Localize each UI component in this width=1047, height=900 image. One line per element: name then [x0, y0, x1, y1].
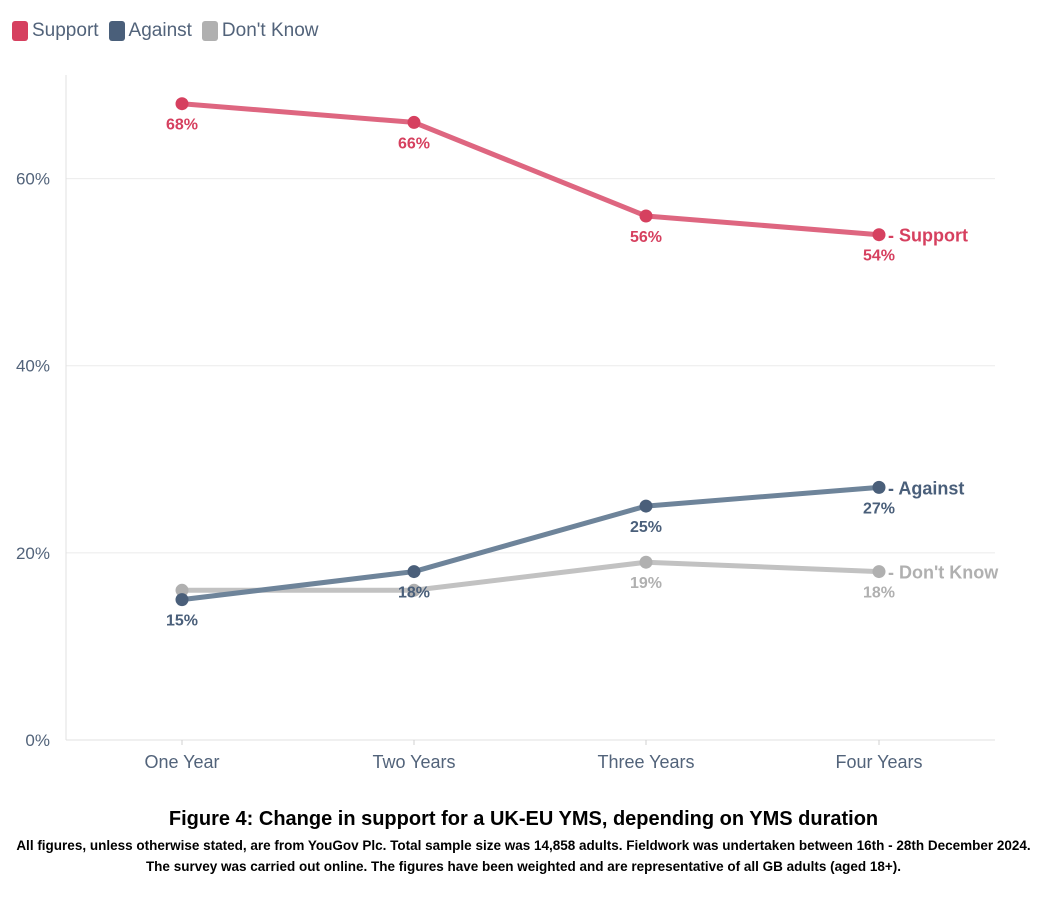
- legend-swatch: [12, 21, 28, 41]
- legend-swatch: [201, 21, 218, 41]
- legend-item[interactable]: Don't Know: [201, 20, 319, 42]
- series-end-label: - Against: [888, 478, 964, 498]
- y-tick-label: 20%: [16, 544, 50, 563]
- series-line-against: [179, 484, 882, 603]
- data-label: 27%: [863, 500, 895, 517]
- y-tick-label: 60%: [16, 170, 50, 189]
- data-label: 66%: [398, 135, 430, 152]
- data-label: 15%: [166, 613, 198, 630]
- legend-item[interactable]: Support: [12, 20, 99, 42]
- legend-label: Against: [128, 20, 192, 41]
- data-label: 18%: [398, 585, 430, 602]
- caption: Figure 4: Change in support for a UK-EU …: [0, 808, 1047, 877]
- data-label: 18%: [863, 585, 895, 602]
- data-point: [872, 480, 886, 494]
- data-point: [175, 583, 189, 597]
- data-point: [407, 115, 421, 129]
- data-label: 68%: [166, 117, 198, 134]
- series-line-don-t-know: [179, 559, 882, 593]
- data-point: [407, 583, 421, 597]
- x-tick-label: One Year: [144, 752, 219, 772]
- x-tick-label: Three Years: [597, 752, 694, 772]
- data-point: [639, 499, 653, 513]
- data-point: [175, 593, 189, 607]
- data-label: 54%: [863, 248, 895, 265]
- data-point: [872, 565, 886, 579]
- legend-label: Don't Know: [221, 20, 319, 41]
- series-line-support: [179, 101, 882, 238]
- data-label: 25%: [630, 519, 662, 536]
- line-chart: 0% 20% 40% 60% One Year Two Years Three Years F…: [16, 75, 999, 772]
- data-label: 19%: [630, 575, 662, 592]
- legend: Support Against Don't Know: [12, 20, 319, 42]
- legend-item[interactable]: Against: [108, 20, 192, 42]
- figure-note: All figures, unless otherwise stated, ar…: [16, 838, 1031, 874]
- y-tick-label: 40%: [16, 357, 50, 376]
- figure-title: Figure 4: Change in support for a UK-EU …: [168, 808, 879, 830]
- data-point: [639, 209, 653, 223]
- series-end-label: - Don't Know: [888, 563, 999, 583]
- x-tick-label: Four Years: [835, 752, 922, 772]
- series-end-label: - Support: [888, 226, 968, 246]
- data-point: [407, 565, 421, 579]
- legend-label: Support: [32, 20, 99, 41]
- x-tick-label: Two Years: [372, 752, 455, 772]
- data-point: [175, 97, 189, 111]
- data-point: [639, 555, 653, 569]
- data-label: 56%: [630, 229, 662, 246]
- y-tick-label: 0%: [25, 731, 50, 750]
- legend-swatch: [108, 21, 125, 41]
- data-point: [872, 228, 886, 242]
